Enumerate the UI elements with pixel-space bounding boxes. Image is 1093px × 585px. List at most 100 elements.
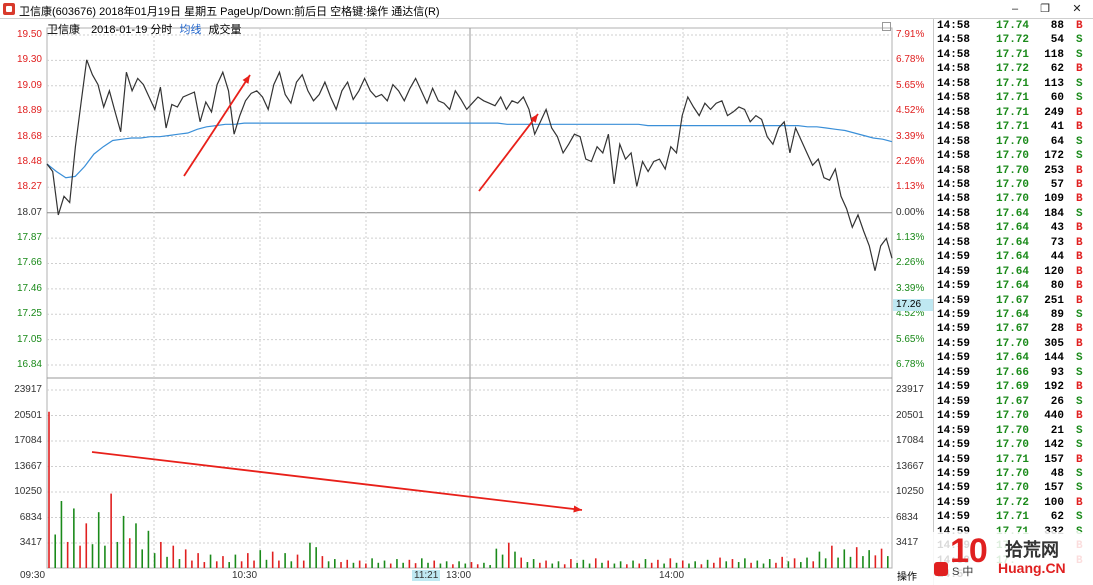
annotation-arrows <box>91 74 583 513</box>
volume-axis-label-left: 3417 <box>19 537 42 548</box>
tick-row[interactable]: 14:58 17.72 54 S <box>934 33 1093 47</box>
tick-row[interactable]: 14:58 17.70 57 B <box>934 178 1093 192</box>
tick-list[interactable]: 14:58 17.74 88 B 14:58 17.72 54 S 14:58 17.71 118 S… <box>933 19 1093 585</box>
tick-side: S <box>1076 352 1083 365</box>
tick-row[interactable]: 14:58 17.70 64 S <box>934 135 1093 149</box>
tick-row[interactable]: 14:59 17.71 157 B <box>934 453 1093 467</box>
tick-row[interactable]: 14:59 17.70 142 S <box>934 438 1093 452</box>
intraday-chart[interactable] <box>0 0 933 585</box>
tick-volume: 144 <box>1044 352 1064 365</box>
tick-row[interactable]: 14:58 17.64 184 S <box>934 207 1093 221</box>
tick-row[interactable]: 14:58 17.71 41 B <box>934 120 1093 134</box>
tick-side: B <box>1076 178 1083 191</box>
tick-row[interactable]: 14:58 17.71 113 S <box>934 77 1093 91</box>
tick-row[interactable]: 14:58 17.64 73 B <box>934 236 1093 250</box>
tick-time: 14:59 <box>937 439 971 452</box>
tick-time: 14:59 <box>937 337 971 350</box>
tick-side: S <box>1076 467 1083 480</box>
chart-toggle-icon[interactable] <box>882 22 891 31</box>
tick-row[interactable]: 14:59 17.67 251 B <box>934 294 1093 308</box>
tick-row[interactable]: 14:59 17.70 440 B <box>934 409 1093 423</box>
tick-row[interactable]: 14:59 17.70 157 S <box>934 481 1093 495</box>
close-button[interactable]: ✕ <box>1072 3 1082 15</box>
tick-row[interactable]: 14:59 17.71 62 S <box>934 510 1093 524</box>
tick-side: B <box>1076 294 1083 307</box>
volume-axis-label-right: 6834 <box>896 511 919 523</box>
window-title: 卫信康(603676) 2018年01月19日 星期五 PageUp/Down:… <box>19 6 440 18</box>
tick-price: 17.72 <box>996 496 1030 509</box>
tick-row[interactable]: 14:59 17.66 93 S <box>934 366 1093 380</box>
tick-row[interactable]: 14:58 17.70 109 B <box>934 192 1093 206</box>
tick-price: 17.70 <box>996 482 1030 495</box>
tick-row[interactable]: 14:59 17.64 44 B <box>934 250 1093 264</box>
tick-row[interactable]: 14:59 17.64 120 B <box>934 265 1093 279</box>
tick-volume: 142 <box>1044 439 1064 452</box>
volume-legend[interactable]: 成交量 <box>208 24 242 36</box>
tick-row[interactable]: 14:58 17.64 43 B <box>934 221 1093 235</box>
tick-row[interactable]: 14:58 17.70 253 B <box>934 164 1093 178</box>
annotation-arrow <box>91 451 583 511</box>
tick-price: 17.67 <box>996 323 1030 336</box>
price-axis-label: 16.84 <box>16 359 42 370</box>
tick-price: 17.70 <box>996 410 1030 423</box>
tick-volume: 57 <box>1050 178 1064 191</box>
minimize-button[interactable]: – <box>1011 3 1019 15</box>
tick-time: 14:59 <box>937 366 971 379</box>
tick-row[interactable]: 14:59 17.72 100 B <box>934 496 1093 510</box>
volume-axis-label-left: 20501 <box>14 409 42 421</box>
tick-price: 17.71 <box>996 511 1030 524</box>
tick-side: S <box>1076 366 1083 379</box>
tick-volume: 253 <box>1044 164 1064 177</box>
price-axis-label: 17.46 <box>16 282 42 294</box>
tick-time: 14:59 <box>937 280 971 293</box>
tick-side: B <box>1076 20 1083 32</box>
tick-volume: 43 <box>1050 222 1064 235</box>
price-axis-label: 19.50 <box>16 29 42 40</box>
tick-side: S <box>1076 207 1083 220</box>
tick-row[interactable]: 14:59 17.70 21 S <box>934 424 1093 438</box>
tick-price: 17.71 <box>996 77 1030 90</box>
operate-button[interactable]: 操作 <box>897 572 917 583</box>
price-axis-label: 18.27 <box>16 181 42 193</box>
chart-grid <box>46 27 893 569</box>
tick-row[interactable]: 14:58 17.70 172 S <box>934 149 1093 163</box>
tick-row[interactable]: 14:58 17.72 62 B <box>934 62 1093 76</box>
tick-row[interactable]: 14:59 17.67 28 B <box>934 322 1093 336</box>
tick-volume: 41 <box>1050 121 1064 134</box>
tick-row[interactable]: 14:59 17.67 26 S <box>934 395 1093 409</box>
tick-volume: 54 <box>1050 34 1064 47</box>
tick-row[interactable]: 14:59 17.70 48 S <box>934 467 1093 481</box>
price-axis-label: 19.09 <box>16 79 42 91</box>
volume-axis-label-right: 17084 <box>896 435 924 446</box>
intraday-chart-panel[interactable] <box>0 19 933 585</box>
tick-volume: 157 <box>1044 482 1064 495</box>
tick-row[interactable]: 14:58 17.71 60 S <box>934 91 1093 105</box>
tick-time: 14:58 <box>937 34 971 47</box>
tick-row[interactable]: 14:59 17.64 80 B <box>934 279 1093 293</box>
tick-side: B <box>1076 236 1083 249</box>
restore-button[interactable]: ❐ <box>1040 3 1050 15</box>
tick-row[interactable]: 14:59 17.69 192 B <box>934 380 1093 394</box>
percent-axis-label: 5.65% <box>896 333 925 345</box>
tick-time: 14:58 <box>937 106 971 119</box>
tick-price: 17.64 <box>996 309 1030 321</box>
volume-bars <box>48 411 889 568</box>
avg-line-legend[interactable]: 均线 <box>179 24 202 36</box>
tick-row[interactable]: 14:58 17.74 88 B <box>934 19 1093 33</box>
annotation-arrowhead <box>242 75 250 84</box>
percent-axis-label: 6.78% <box>896 359 925 370</box>
annotation-arrowhead <box>530 114 538 123</box>
tick-row[interactable]: 14:59 17.64 144 S <box>934 351 1093 365</box>
tick-side: S <box>1076 439 1083 452</box>
tick-side: S <box>1076 135 1083 148</box>
tick-time: 14:59 <box>937 424 971 437</box>
percent-axis-label: 3.39% <box>896 282 925 294</box>
tick-volume: 62 <box>1050 511 1064 524</box>
tick-row[interactable]: 14:59 17.64 89 S <box>934 308 1093 322</box>
tick-side: B <box>1076 121 1083 134</box>
tick-time: 14:59 <box>937 251 971 264</box>
volume-axis-label-left: 23917 <box>14 384 42 395</box>
tick-row[interactable]: 14:59 17.70 305 B <box>934 337 1093 351</box>
tick-row[interactable]: 14:58 17.71 249 B <box>934 106 1093 120</box>
tick-row[interactable]: 14:58 17.71 118 S <box>934 48 1093 62</box>
